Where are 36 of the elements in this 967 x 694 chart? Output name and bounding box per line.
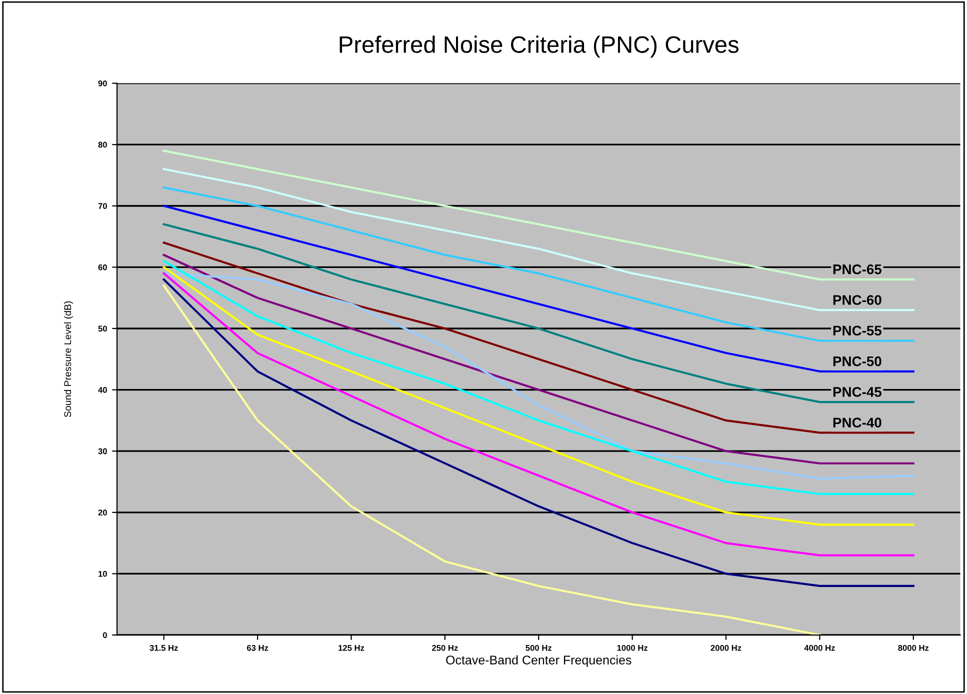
chart-title: Preferred Noise Criteria (PNC) Curves [340,36,739,58]
x-tick-label: 63 Hz [246,644,268,651]
line-series [162,254,914,464]
series-label: PNC-55 [833,326,882,336]
series-label: PNC-60 [833,295,882,305]
x-tick-label: 500 Hz [526,644,552,651]
y-tick-label: 20 [98,510,107,516]
y-axis-title: Sound Pressure Level (dB) [64,301,74,418]
line-series [162,284,821,636]
y-tick-label: 60 [98,264,107,270]
x-tick-label: 250 Hz [432,644,458,651]
y-tick-label: 40 [98,386,107,393]
line-series [162,150,914,280]
series-label: PNC-40 [833,418,882,428]
y-tick-label: 50 [98,326,107,332]
y-tick-label: 0 [102,632,107,638]
x-tick-label: 125 Hz [338,644,364,651]
x-tick-label: 4000 Hz [804,644,835,651]
y-tick-label: 10 [98,570,107,577]
series-label: PNC-50 [833,356,882,366]
y-tick-label: 30 [98,448,107,454]
y-tick-label: 70 [98,203,107,209]
line-series [162,168,914,312]
line-series [162,242,914,434]
x-tick-label: 2000 Hz [710,644,742,651]
y-tick-label: 80 [98,142,107,148]
series-label: PNC-65 [833,264,882,274]
series-label: PNC-45 [833,387,882,397]
x-axis-title: Octave-Band Center Frequencies [446,655,632,667]
line-series [162,204,914,372]
line-series [162,223,914,404]
x-tick-label: 31.5 Hz [150,644,178,651]
line-series [162,186,914,342]
x-tick-label: 1000 Hz [617,644,648,651]
y-tick-label: 90 [98,80,107,86]
x-tick-label: 8000 Hz [898,644,929,651]
